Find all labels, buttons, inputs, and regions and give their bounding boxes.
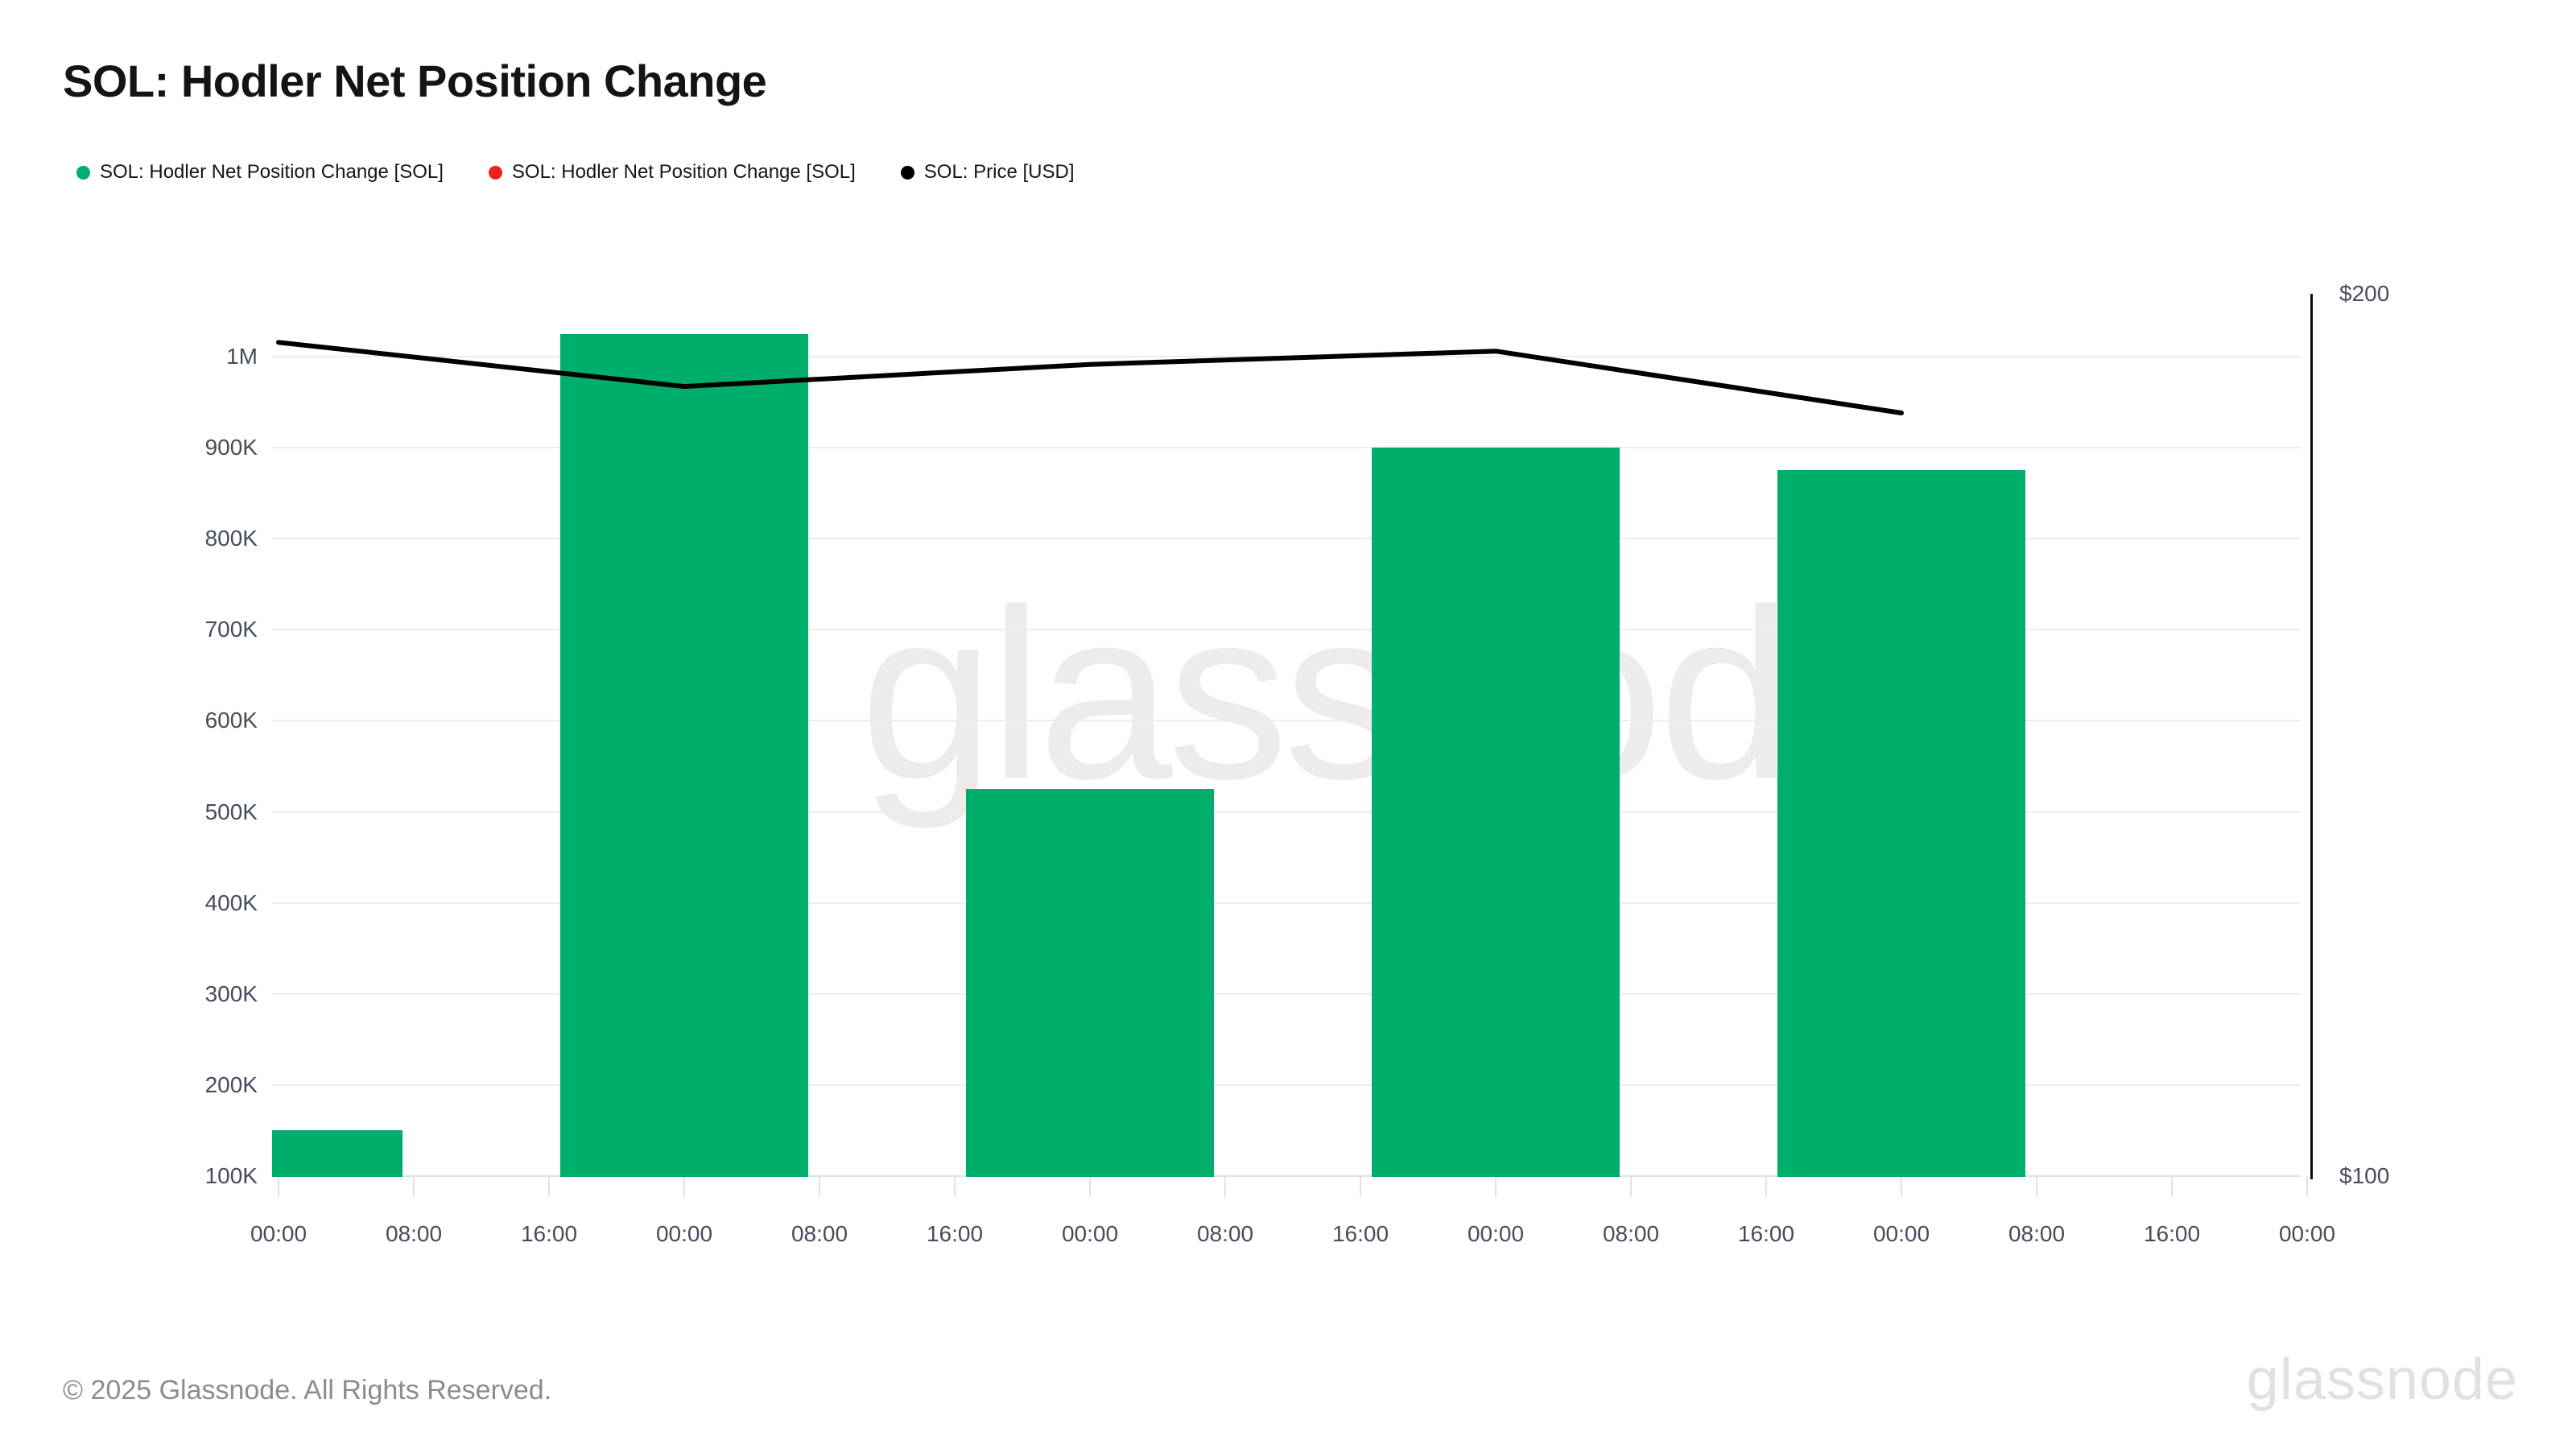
legend-item-label: SOL: Price [USD]: [923, 161, 1075, 183]
gridline: [272, 447, 2301, 448]
gridline: [272, 902, 2301, 904]
y-axis-label: 400K: [204, 890, 258, 915]
x-axis-label: 08:00: [791, 1221, 848, 1246]
glassnode-logo: glassnode: [2246, 1348, 2518, 1412]
legend-item-label: SOL: Hodler Net Position Change [SOL]: [511, 161, 856, 183]
gridline: [272, 1084, 2301, 1086]
x-axis-tick: [413, 1176, 415, 1197]
y-axis-label: 600K: [204, 708, 258, 733]
x-axis-label: 00:00: [655, 1221, 713, 1246]
x-axis-label: 08:00: [1602, 1221, 1660, 1246]
y-axis-label: 900K: [204, 435, 258, 460]
bar-hodler-net-position-change[interactable]: [966, 789, 1214, 1177]
x-axis-tick: [548, 1176, 550, 1197]
x-axis-label: 00:00: [2278, 1221, 2336, 1246]
gridline: [272, 629, 2301, 630]
x-axis-label: 16:00: [1737, 1221, 1795, 1246]
legend: SOL: Hodler Net Position Change [SOL] SOL…: [76, 161, 1075, 184]
x-axis-label: 00:00: [250, 1221, 308, 1246]
x-axis-tick: [2171, 1176, 2173, 1197]
x-axis-tick: [1765, 1176, 1767, 1197]
x-axis-label: 08:00: [2008, 1221, 2066, 1246]
x-axis-label: 16:00: [520, 1221, 578, 1246]
gridline: [272, 811, 2301, 813]
gridline: [272, 1175, 2301, 1177]
legend-item-2[interactable]: SOL: Price [USD]: [900, 161, 1075, 184]
gridline: [272, 993, 2301, 995]
bar-hodler-net-position-change[interactable]: [1372, 448, 1620, 1177]
bar-hodler-net-position-change[interactable]: [560, 333, 808, 1177]
right-axis-label: $200: [2339, 281, 2390, 306]
x-axis-label: 16:00: [1331, 1221, 1389, 1246]
x-axis-label: 00:00: [1872, 1221, 1930, 1246]
x-axis-tick: [1901, 1176, 1902, 1197]
y-axis-label: 200K: [204, 1072, 258, 1097]
x-axis-label: 00:00: [1061, 1221, 1119, 1246]
copyright-text: © 2025 Glassnode. All Rights Reserved.: [63, 1375, 552, 1406]
legend-item-label: SOL: Hodler Net Position Change [SOL]: [100, 161, 444, 183]
x-axis-tick: [278, 1176, 279, 1197]
right-axis-line: [2310, 294, 2313, 1179]
y-axis-label: 100K: [204, 1163, 258, 1188]
x-axis-label: 00:00: [1467, 1221, 1525, 1246]
x-axis-label: 16:00: [926, 1221, 984, 1246]
x-axis-tick: [1495, 1176, 1496, 1197]
y-axis-label: 300K: [204, 981, 258, 1006]
bar-hodler-net-position-change[interactable]: [272, 1130, 402, 1177]
x-axis-tick: [1224, 1176, 1226, 1197]
legend-dot-icon: [76, 165, 90, 180]
x-axis-label: 08:00: [385, 1221, 443, 1246]
x-axis-tick: [954, 1176, 956, 1197]
y-axis-label: 500K: [204, 799, 258, 824]
x-axis-tick: [819, 1176, 820, 1197]
y-axis-label: 700K: [204, 617, 258, 642]
legend-item-0[interactable]: SOL: Hodler Net Position Change [SOL]: [76, 161, 444, 184]
legend-dot-icon: [900, 165, 914, 180]
x-axis-label: 16:00: [2143, 1221, 2201, 1246]
legend-dot-icon: [488, 165, 502, 180]
x-axis-tick: [2306, 1176, 2308, 1197]
y-axis-label: 1M: [226, 344, 258, 369]
legend-item-1[interactable]: SOL: Hodler Net Position Change [SOL]: [488, 161, 856, 184]
x-axis-label: 08:00: [1196, 1221, 1254, 1246]
gridline: [272, 538, 2301, 539]
x-axis-tick: [1360, 1176, 1361, 1197]
chart-title: SOL: Hodler Net Position Change: [63, 56, 767, 106]
x-axis-tick: [1630, 1176, 1632, 1197]
bar-hodler-net-position-change[interactable]: [1777, 470, 2025, 1177]
x-axis-tick: [2036, 1176, 2037, 1197]
gridline: [272, 720, 2301, 721]
right-axis-label: $100: [2339, 1163, 2390, 1188]
y-axis-label: 800K: [204, 526, 258, 551]
x-axis-tick: [683, 1176, 685, 1197]
x-axis-tick: [1089, 1176, 1091, 1197]
